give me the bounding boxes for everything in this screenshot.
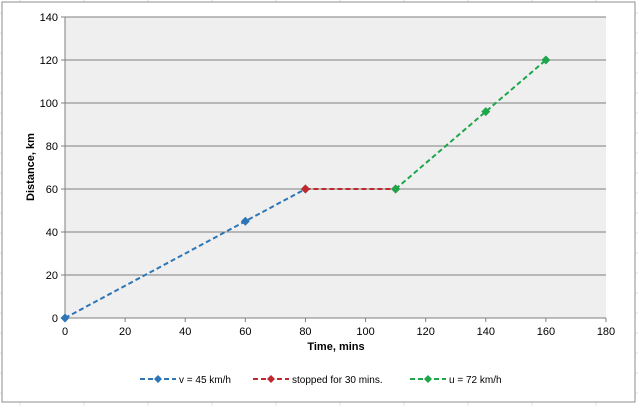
x-tick-label: 60	[239, 326, 251, 338]
data-point-marker	[240, 216, 250, 226]
x-tick-labels: 0 20 40 60 80 100 120 140 160 180	[62, 326, 615, 338]
data-point-marker	[300, 184, 310, 194]
series-line-2	[394, 59, 547, 190]
axes	[61, 16, 607, 322]
legend-item-v45: v = 45 km/h	[140, 375, 231, 386]
data-point-marker	[60, 313, 70, 323]
legend-marker-stopped	[267, 375, 275, 383]
series-layer	[60, 55, 551, 323]
legend-item-u72: u = 72 km/h	[410, 375, 502, 386]
legend-label-u72: u = 72 km/h	[449, 375, 502, 386]
legend-label-v45: v = 45 km/h	[179, 375, 231, 386]
x-tick-label: 0	[62, 326, 68, 338]
x-tick-label: 40	[179, 326, 191, 338]
y-tick-label: 40	[46, 227, 58, 239]
x-tick-label: 160	[537, 326, 555, 338]
legend: v = 45 km/h stopped for 30 mins. u = 72 …	[140, 375, 502, 386]
legend-label-stopped: stopped for 30 mins.	[292, 375, 383, 386]
x-tick-label: 100	[356, 326, 374, 338]
y-tick-label: 100	[40, 98, 58, 110]
y-tick-label: 140	[40, 12, 58, 24]
data-point-marker	[391, 184, 401, 194]
x-tick-label: 180	[597, 326, 615, 338]
legend-marker-v45	[154, 375, 162, 383]
y-tick-label: 0	[52, 313, 58, 325]
y-tick-label: 120	[40, 55, 58, 67]
x-tick-label: 120	[416, 326, 434, 338]
x-axis-title: Time, mins	[307, 341, 364, 353]
y-axis-title: Distance, km	[25, 133, 37, 201]
x-tick-label: 80	[299, 326, 311, 338]
y-tick-label: 60	[46, 184, 58, 196]
gridlines	[65, 16, 606, 276]
legend-item-stopped: stopped for 30 mins.	[253, 375, 383, 386]
legend-marker-u72	[424, 375, 432, 383]
y-tick-label: 80	[46, 141, 58, 153]
x-tick-label: 20	[119, 326, 131, 338]
x-tick-label: 140	[477, 326, 495, 338]
y-tick-labels: 0 20 40 60 80 100 120 140	[40, 12, 58, 325]
y-tick-label: 20	[46, 270, 58, 282]
data-point-marker	[541, 55, 551, 65]
plot-background	[65, 17, 606, 318]
data-point-marker	[481, 107, 491, 117]
